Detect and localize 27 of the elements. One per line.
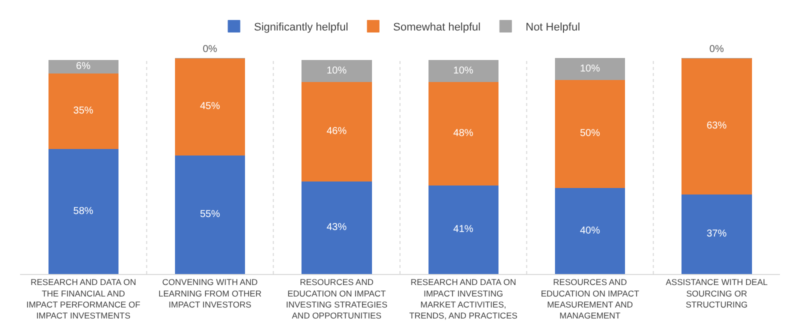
data-label: 45% bbox=[200, 101, 220, 112]
data-label: 0% bbox=[709, 44, 724, 55]
data-label: 50% bbox=[580, 128, 600, 140]
x-tick-label: RESOURCES AND EDUCATION ON IMPACT INVESTING STRATEGIES AND OPPORTUNITIES bbox=[286, 277, 388, 320]
legend-label: Somewhat helpful bbox=[393, 22, 481, 34]
x-tick-label: RESEARCH AND DATA ON IMPACT INVESTING MARKET ACTIVITIES, TRENDS, AND PRACTICES bbox=[409, 277, 518, 320]
x-tick-label: CONVENING WITH AND LEARNING FROM OTHER IMPACT INVESTORS bbox=[158, 277, 262, 310]
x-tick-label: RESEARCH AND DATA ON THE FINANCIAL AND IMPACT PERFORMANCE OF IMPACT INVESTMENTS bbox=[26, 277, 140, 320]
legend-label: Significantly helpful bbox=[254, 22, 348, 34]
data-label: 46% bbox=[326, 126, 347, 137]
legend-label: Not Helpful bbox=[526, 22, 580, 34]
data-label: 10% bbox=[326, 65, 347, 76]
x-tick-label: RESOURCES AND EDUCATION ON IMPACT MEASUREMENT AND MANAGEMENT bbox=[540, 277, 640, 320]
data-label: 48% bbox=[453, 128, 474, 140]
data-label: 55% bbox=[200, 209, 220, 220]
data-label: 10% bbox=[580, 63, 600, 74]
data-label: 10% bbox=[453, 65, 474, 76]
data-label: 37% bbox=[706, 228, 727, 240]
data-label: 63% bbox=[706, 120, 727, 132]
x-tick-label: ASSISTANCE WITH DEAL SOURCING OR STRUCTURING bbox=[666, 277, 768, 310]
data-label: 41% bbox=[453, 224, 474, 236]
data-label: 58% bbox=[73, 206, 94, 217]
data-label: 0% bbox=[202, 44, 218, 55]
data-label: 40% bbox=[580, 225, 600, 236]
data-label: 35% bbox=[73, 105, 94, 116]
data-label: 43% bbox=[326, 222, 347, 234]
data-label: 6% bbox=[76, 61, 91, 72]
